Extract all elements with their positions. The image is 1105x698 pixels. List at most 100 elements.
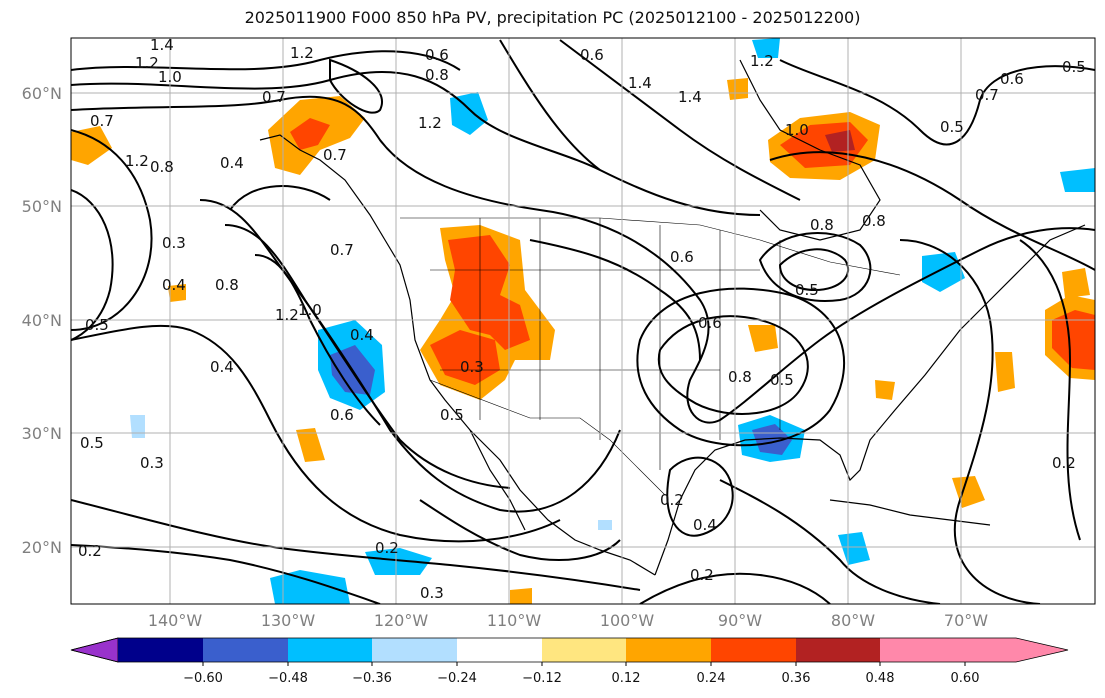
pv-contour: [71, 499, 641, 591]
contour-label: 0.5: [770, 371, 794, 389]
precip-patch: [838, 532, 870, 565]
contour-label: 0.3: [460, 358, 484, 376]
colorbar-tick-label: 0.60: [951, 671, 980, 686]
contour-label: 0.5: [440, 406, 464, 424]
contour-labels: 1.4 1.2 1.0 0.7 0.6 0.8 1.2 1.4 1.2 0.5 …: [78, 36, 1086, 602]
contour-label: 0.6: [1000, 70, 1024, 88]
pv-contour: [199, 199, 621, 513]
contour-label: 0.8: [150, 158, 174, 176]
pv-contour: [71, 50, 461, 71]
contour-label: 0.8: [810, 216, 834, 234]
colorbar-tick-label: −0.36: [352, 671, 392, 686]
pv-contour: [769, 151, 1095, 271]
contour-label: 0.4: [220, 154, 244, 172]
contour-label: 0.3: [420, 584, 444, 602]
precip-patch: [365, 548, 432, 575]
pv-contour: [778, 248, 850, 292]
colorbar-tick-label: −0.48: [268, 671, 308, 686]
precip-patch: [1060, 168, 1095, 192]
pv-contour: [71, 95, 1095, 424]
pv-contour: [779, 59, 1095, 146]
colorbar-tick-label: −0.24: [437, 671, 477, 686]
lon-label: 90°W: [718, 611, 762, 630]
pv-contour: [636, 287, 846, 447]
precip-patch: [510, 588, 532, 604]
pv-contour: [758, 232, 872, 302]
contour-label: 1.0: [298, 301, 322, 319]
contour-label: 0.4: [350, 326, 374, 344]
precip-patch: [1052, 310, 1095, 370]
pv-contour: [529, 239, 701, 361]
colorbar-swatch: [796, 638, 880, 662]
colorbar-tick-label: −0.12: [522, 671, 562, 686]
contour-label: 0.5: [795, 281, 819, 299]
precip-patch: [168, 284, 186, 302]
lon-label: 130°W: [261, 611, 316, 630]
contour-label: 0.3: [140, 454, 164, 472]
map-frame: [70, 37, 1096, 605]
precip-patch: [430, 330, 500, 385]
precip-patch: [296, 428, 325, 462]
coastline-caribbean: [829, 499, 991, 526]
contour-label: 0.5: [85, 316, 109, 334]
lat-label: 50°N: [22, 197, 62, 216]
lat-label: 40°N: [22, 311, 62, 330]
border-us-mexico: [429, 379, 666, 496]
precip-patch: [450, 92, 488, 135]
pv-contour: [419, 499, 621, 561]
lat-label: 60°N: [22, 84, 62, 103]
colorbar-outline: [70, 637, 1069, 663]
contour-label: 0.4: [210, 358, 234, 376]
graticule: [71, 38, 1095, 604]
pv-contour: [71, 189, 114, 341]
contour-label: 0.2: [690, 566, 714, 584]
pv-contour: [71, 324, 561, 543]
precip-patch: [598, 520, 612, 530]
precip-patch: [270, 570, 350, 604]
precip-patch: [130, 415, 145, 438]
pv-contour: [657, 315, 809, 415]
contour-label: 1.2: [418, 114, 442, 132]
colorbar-swatch: [711, 638, 796, 662]
lon-label: 120°W: [374, 611, 429, 630]
contour-label: 0.6: [330, 406, 354, 424]
contour-label: 0.7: [330, 241, 354, 259]
coastline-baja: [469, 429, 526, 531]
contour-label: 0.5: [80, 434, 104, 452]
lon-label: 70°W: [944, 611, 988, 630]
lat-label: 20°N: [22, 538, 62, 557]
colorbar-tick-label: 0.12: [612, 671, 641, 686]
pv-contour: [559, 39, 801, 201]
colorbar-tick-label: 0.24: [697, 671, 726, 686]
contour-label: 0.7: [323, 146, 347, 164]
colorbar-ticks: [202, 662, 966, 666]
precip-patch: [290, 118, 330, 150]
contour-label: 1.4: [150, 36, 174, 54]
coastline-west: [259, 134, 656, 576]
colorbar-swatch: [118, 638, 203, 662]
colorbar-swatch: [626, 638, 711, 662]
contour-label: 1.2: [275, 306, 299, 324]
contour-label: 0.5: [940, 118, 964, 136]
contour-label: 1.2: [135, 54, 159, 72]
colorbar-swatch: [457, 638, 542, 662]
contour-label: 0.5: [1062, 58, 1086, 76]
border-us-canada: [400, 217, 901, 276]
contour-label: 0.8: [425, 66, 449, 84]
pv-contour: [666, 456, 734, 537]
contour-label: 0.6: [698, 314, 722, 332]
map-area: [71, 38, 1095, 604]
precip-patch: [752, 424, 792, 455]
contour-label: 0.6: [670, 248, 694, 266]
borders: [400, 217, 901, 496]
lon-label: 140°W: [148, 611, 203, 630]
pv-contour: [1019, 239, 1081, 541]
state-borders: [479, 218, 781, 470]
lon-label: 100°W: [600, 611, 655, 630]
colorbar-swatch: [880, 638, 965, 662]
contour-label: 0.2: [78, 542, 102, 560]
lon-label: 110°W: [487, 611, 542, 630]
contour-label: 1.2: [125, 152, 149, 170]
pv-contour: [639, 572, 831, 604]
